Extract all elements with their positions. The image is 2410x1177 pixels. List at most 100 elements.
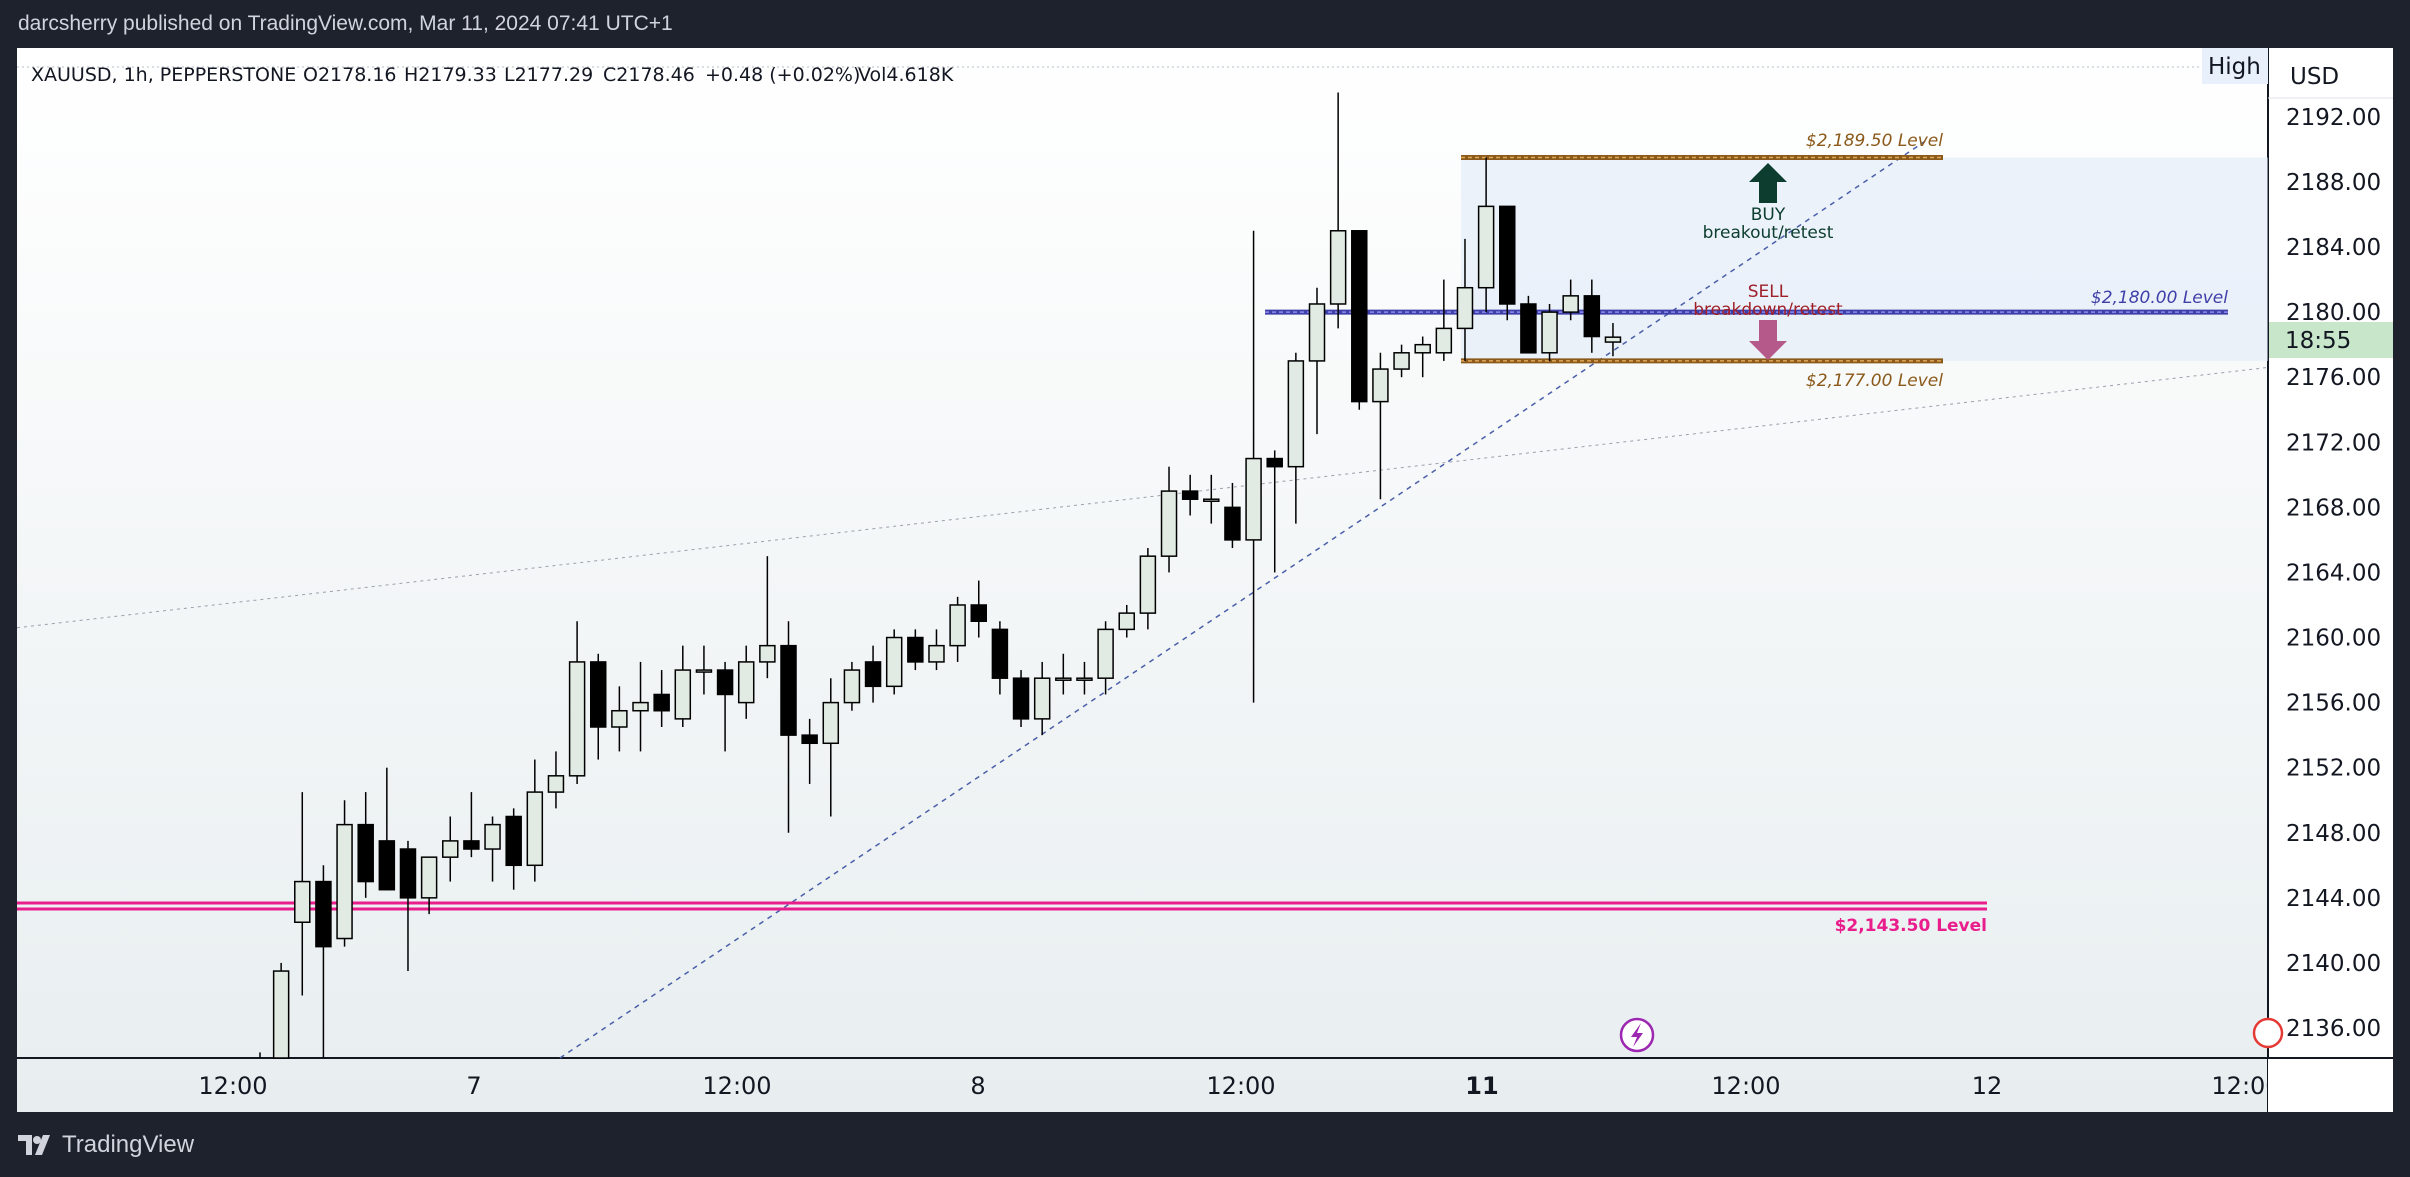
footer-bar: TradingView bbox=[0, 1112, 2410, 1177]
candle-40 bbox=[1097, 621, 1114, 695]
publish-header: darcsherry published on TradingView.com,… bbox=[0, 0, 2410, 48]
lightning-icon[interactable] bbox=[1619, 1017, 1655, 1053]
candle-body bbox=[970, 604, 988, 622]
candle-body bbox=[907, 636, 924, 663]
time-tick-label: 12:00 bbox=[1206, 1072, 1275, 1100]
candle-8 bbox=[420, 856, 438, 915]
level-2180-00-label: $2,180.00 Level bbox=[2091, 288, 2228, 308]
candle-body bbox=[1414, 343, 1431, 354]
sell-label: SELL bbox=[1748, 282, 1789, 302]
candle-26 bbox=[801, 718, 818, 784]
price-tick-label: 2180.00 bbox=[2286, 300, 2381, 326]
price-tick-label: 2176.00 bbox=[2286, 365, 2381, 391]
candle-37 bbox=[1033, 661, 1051, 736]
candle-body bbox=[801, 734, 818, 745]
candle-7 bbox=[399, 840, 417, 972]
sell-sublabel: breakdown/retest bbox=[1693, 300, 1843, 320]
legend-high: H2179.33 bbox=[404, 64, 497, 86]
candle-body bbox=[1499, 205, 1516, 305]
candle-64 bbox=[1604, 323, 1622, 357]
candle-body bbox=[357, 823, 374, 883]
candle-body bbox=[780, 644, 797, 736]
candle-body bbox=[1393, 352, 1410, 370]
candle-body bbox=[484, 823, 501, 850]
candle-48 bbox=[1266, 450, 1283, 573]
candle-59 bbox=[1499, 205, 1516, 321]
candle-body bbox=[315, 880, 332, 948]
price-tick-label: 2156.00 bbox=[2286, 691, 2381, 717]
candle-55 bbox=[1414, 336, 1431, 378]
price-tick-label: 2152.00 bbox=[2286, 756, 2381, 782]
candle-body bbox=[1477, 205, 1495, 289]
chart-area[interactable]: $2,143.50 Level $2,177.00 Level $2,180.00 … bbox=[0, 0, 2410, 1112]
candle-18 bbox=[632, 661, 649, 752]
candle-57 bbox=[1456, 238, 1474, 361]
high-badge: High bbox=[2208, 54, 2261, 80]
price-tick-label: 2144.00 bbox=[2286, 886, 2381, 912]
candle-body bbox=[991, 628, 1009, 679]
candle-body bbox=[759, 644, 776, 663]
price-tick-label: 2172.00 bbox=[2286, 430, 2381, 456]
candle-body bbox=[1351, 230, 1368, 403]
price-tick-label: 2160.00 bbox=[2286, 626, 2381, 652]
price-tick-label: 2164.00 bbox=[2286, 560, 2381, 586]
candle-body bbox=[1287, 360, 1305, 468]
candle-body bbox=[589, 661, 607, 728]
candle-body bbox=[864, 661, 882, 688]
candle-body bbox=[949, 604, 966, 647]
candle-44 bbox=[1181, 474, 1199, 516]
price-axis-panel bbox=[2268, 48, 2393, 1112]
candle-body bbox=[1245, 457, 1262, 541]
legend-open: O2178.16 bbox=[303, 64, 397, 86]
candle-body bbox=[1266, 457, 1283, 468]
candle-12 bbox=[505, 808, 522, 890]
candle-19 bbox=[653, 670, 670, 728]
candle-36 bbox=[1012, 670, 1030, 728]
candle-body bbox=[399, 848, 417, 899]
candle-body bbox=[547, 775, 565, 793]
candle-61 bbox=[1541, 303, 1558, 361]
candle-34 bbox=[970, 580, 988, 638]
candle-14 bbox=[547, 751, 565, 809]
candle-42 bbox=[1139, 548, 1157, 630]
publisher-line: darcsherry published on TradingView.com,… bbox=[18, 12, 673, 35]
candle-5 bbox=[357, 792, 374, 898]
candle-body bbox=[1203, 498, 1220, 502]
candle-54 bbox=[1393, 344, 1410, 378]
sell-arrow-icon bbox=[1749, 320, 1787, 360]
level-2177-00-label: $2,177.00 Level bbox=[1806, 371, 1943, 391]
high-badge-bg bbox=[2202, 48, 2268, 84]
candle-20 bbox=[674, 645, 692, 728]
candle-27 bbox=[822, 678, 840, 817]
legend-symbol: XAUUSD, 1h, PEPPERSTONE bbox=[31, 64, 296, 86]
candle-body bbox=[1562, 295, 1579, 313]
candle-body bbox=[1456, 286, 1474, 330]
price-tick-label: 2140.00 bbox=[2286, 951, 2381, 977]
flag-icon[interactable] bbox=[2252, 1017, 2284, 1049]
tradingview-logo-icon bbox=[18, 1134, 50, 1155]
candle-1 bbox=[272, 962, 290, 1059]
price-tick-label: 2148.00 bbox=[2286, 821, 2381, 847]
candle-body bbox=[1604, 336, 1622, 343]
candle-body bbox=[1329, 230, 1347, 305]
candle-63 bbox=[1583, 279, 1601, 353]
candle-body bbox=[420, 856, 438, 899]
candle-body bbox=[1541, 311, 1558, 354]
candle-body bbox=[463, 840, 480, 850]
candle-56 bbox=[1435, 279, 1453, 361]
candle-15 bbox=[568, 621, 586, 784]
candle-body bbox=[653, 693, 670, 712]
candle-3 bbox=[315, 865, 332, 1058]
candle-16 bbox=[589, 653, 607, 760]
candle-body bbox=[1520, 303, 1537, 354]
axis-corner bbox=[2268, 1059, 2393, 1112]
legend-close: C2178.46 bbox=[603, 64, 695, 86]
candle-43 bbox=[1160, 466, 1178, 573]
candle-body bbox=[1033, 677, 1051, 720]
countdown-badge: 18:55 bbox=[2285, 328, 2351, 354]
candle-33 bbox=[949, 596, 966, 662]
currency-label[interactable]: USD bbox=[2290, 64, 2339, 90]
candle-51 bbox=[1329, 92, 1347, 329]
candle-11 bbox=[484, 816, 501, 882]
tradingview-logo[interactable]: TradingView bbox=[18, 1131, 194, 1159]
